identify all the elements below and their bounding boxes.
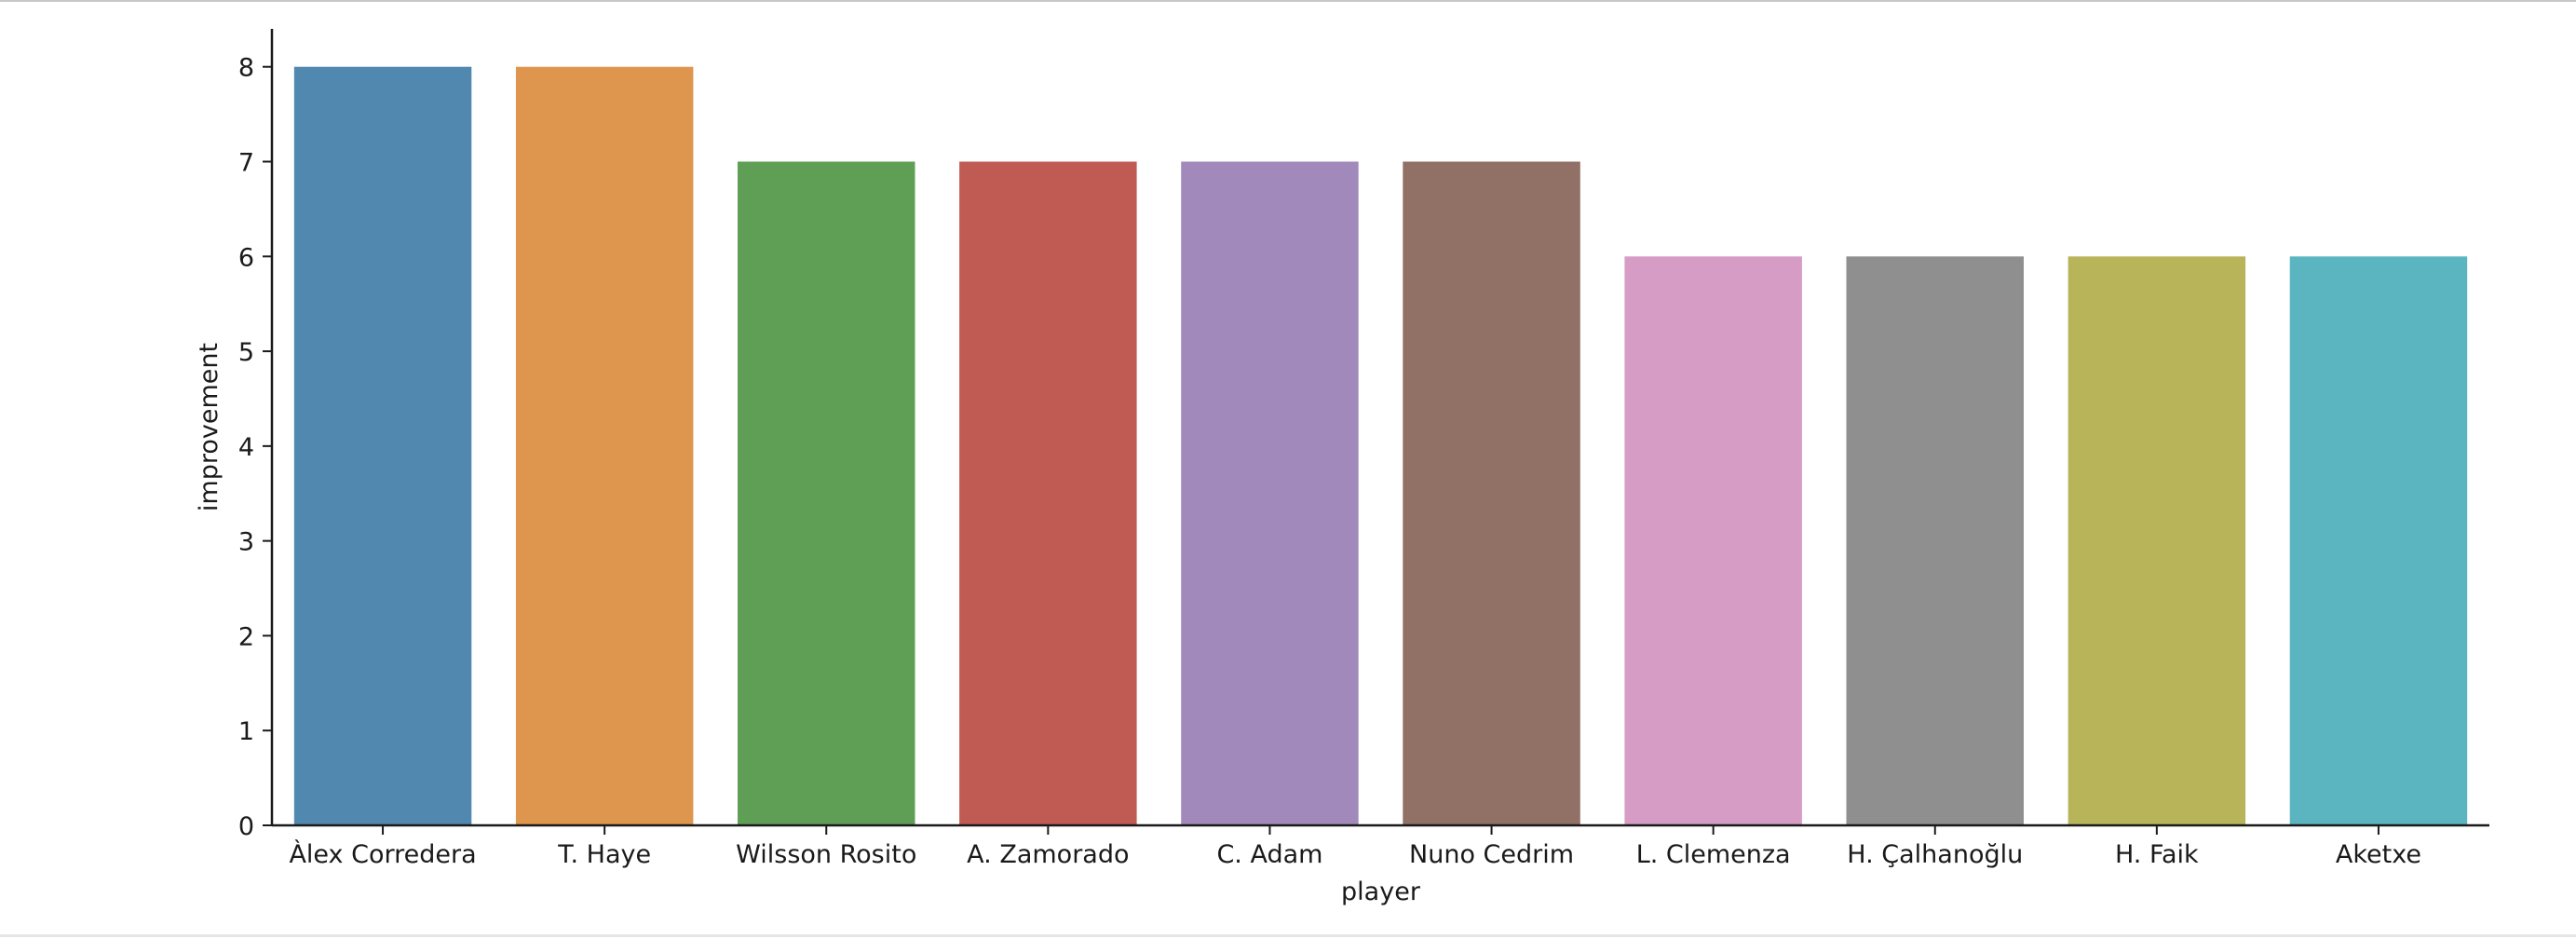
x-tick-label: Àlex Corredera: [289, 839, 476, 869]
y-axis-title: improvement: [195, 343, 224, 511]
y-tick-label: 4: [238, 433, 254, 462]
y-axis-ticks: 0 1 2 3 4 5 6 7 8: [238, 54, 272, 841]
bars-group: [293, 66, 2468, 825]
y-tick-label: 2: [238, 622, 254, 651]
bar: [738, 161, 915, 825]
x-axis-title: player: [1341, 878, 1421, 906]
y-tick-label: 3: [238, 528, 254, 557]
x-tick-label: Nuno Cedrim: [1409, 840, 1574, 869]
bar: [1181, 161, 1359, 825]
bar: [1846, 256, 2024, 825]
x-tick-label: Aketxe: [2336, 840, 2421, 869]
bar: [515, 66, 694, 825]
x-axis-ticks: Àlex Corredera T. Haye Wilsson Rosito A. Za…: [289, 825, 2421, 869]
x-tick-label: T. Haye: [557, 840, 651, 869]
y-tick-label: 6: [238, 243, 254, 272]
bar: [2068, 256, 2246, 825]
y-tick-label: 7: [238, 149, 254, 178]
x-tick-label: A. Zamorado: [967, 840, 1129, 869]
y-tick-label: 1: [238, 717, 254, 746]
x-tick-label: H. Çalhanoğlu: [1847, 840, 2023, 869]
bar: [293, 66, 472, 825]
bar: [1624, 256, 1802, 825]
y-tick-label: 0: [238, 812, 254, 841]
bar: [1403, 161, 1580, 825]
x-tick-label: H. Faik: [2115, 840, 2199, 869]
x-tick-label: L. Clemenza: [1636, 840, 1791, 869]
bar: [959, 161, 1137, 825]
x-tick-label: Wilsson Rosito: [736, 840, 916, 869]
y-tick-label: 5: [238, 338, 254, 367]
x-tick-label: C. Adam: [1216, 840, 1322, 869]
y-tick-label: 8: [238, 54, 254, 83]
bar: [2289, 256, 2468, 825]
